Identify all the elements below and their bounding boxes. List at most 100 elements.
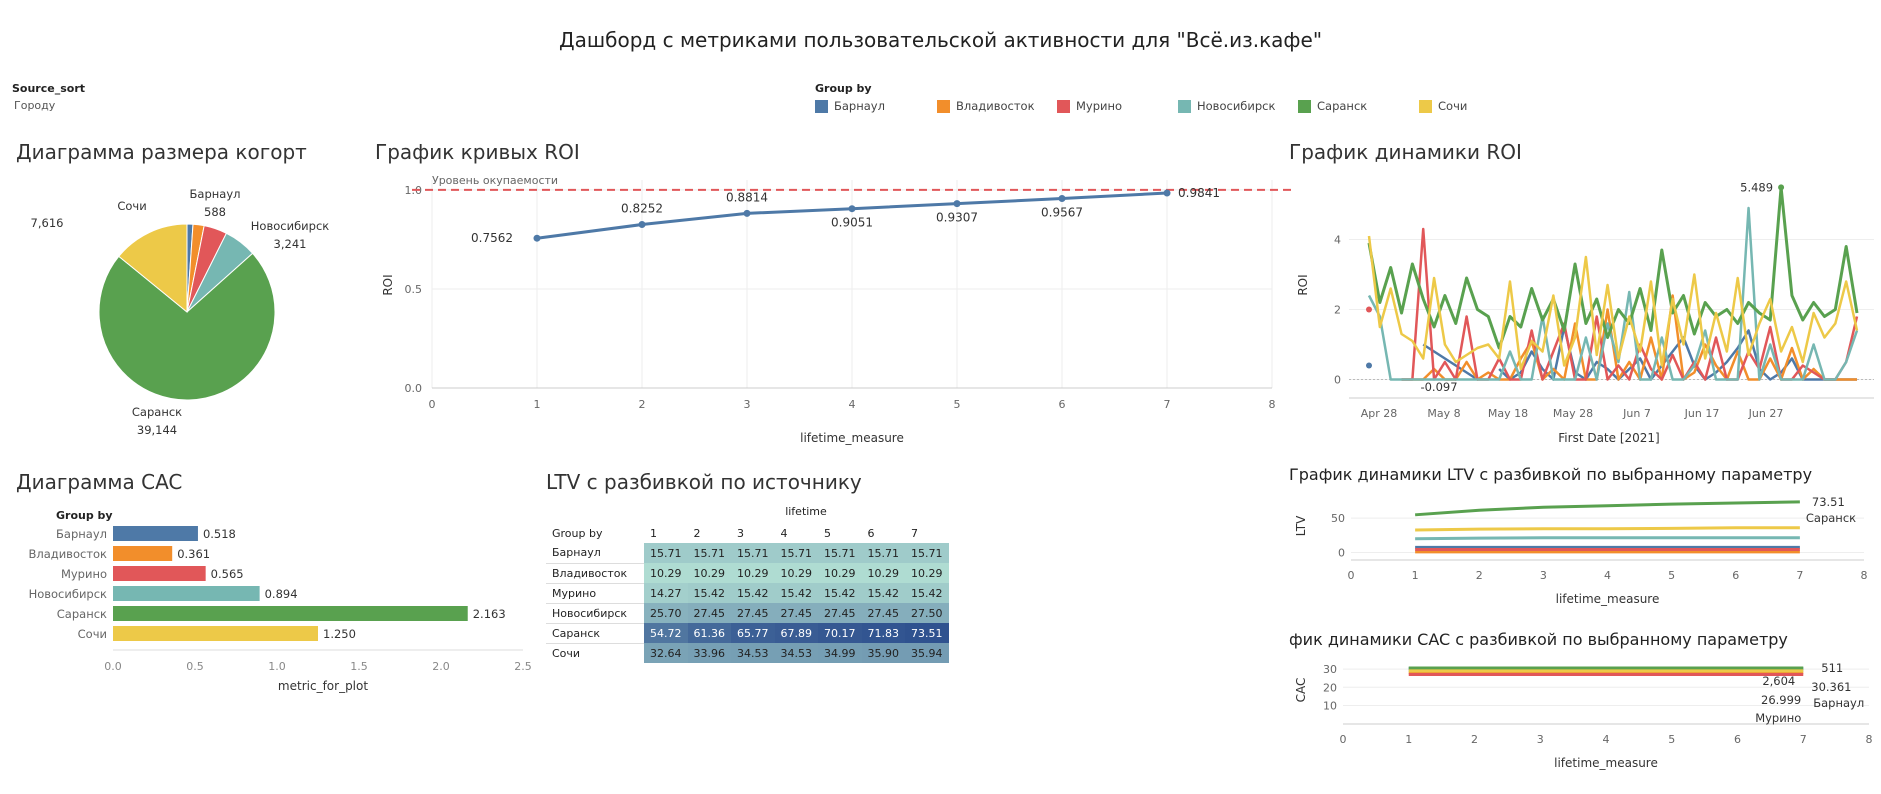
ltv-dyn-x-label: lifetime_measure bbox=[1556, 592, 1660, 606]
ltv-dyn-series-line bbox=[1415, 500, 1800, 517]
cac-legend-title: Group by bbox=[56, 509, 113, 522]
ltv-table-cell: 27.45 bbox=[818, 603, 862, 623]
ltv-table-cell: 67.89 bbox=[774, 623, 818, 643]
legend-item-saransk[interactable]: Саранск bbox=[1298, 99, 1367, 113]
cac-bar bbox=[113, 626, 318, 641]
roi-point-label: 0.8814 bbox=[726, 190, 768, 204]
cac-category-label: Барнаул bbox=[56, 527, 107, 541]
cac-bar-label: 0.894 bbox=[265, 587, 298, 601]
cac-dyn-y-label: CAC bbox=[1294, 678, 1308, 703]
legend-swatch bbox=[1298, 99, 1311, 113]
roi-dyn-x-tick: Jun 17 bbox=[1684, 407, 1720, 420]
legend-item-barnaul[interactable]: Барнаул bbox=[815, 99, 885, 113]
pie-label-value: 588 bbox=[204, 205, 226, 219]
cac-bar bbox=[113, 586, 260, 601]
cac-x-tick: 0.5 bbox=[186, 660, 204, 673]
legend-swatch bbox=[1419, 99, 1432, 113]
ltv-table-cell: 27.45 bbox=[861, 603, 905, 623]
ltv-dynamics-title: График динамики LTV с разбивкой по выбра… bbox=[1289, 465, 1813, 484]
ltv-table-cell: 27.45 bbox=[774, 603, 818, 623]
roi-x-tick: 6 bbox=[1059, 398, 1066, 411]
legend-item-sochi[interactable]: Сочи bbox=[1419, 99, 1467, 113]
ltv-table-cell: 15.42 bbox=[905, 583, 949, 603]
roi-dyn-y-tick: 2 bbox=[1334, 304, 1341, 317]
ltv-table-cell: 35.94 bbox=[905, 643, 949, 663]
ltv-dyn-x-tick: 7 bbox=[1796, 569, 1803, 582]
pie-label-category: Барнаул bbox=[190, 187, 241, 201]
cac-x-tick: 1.5 bbox=[350, 660, 368, 673]
legend-item-novosibirsk[interactable]: Новосибирск bbox=[1178, 99, 1275, 113]
pie-title: Диаграмма размера когорт bbox=[16, 140, 307, 164]
ltv-table-cell: 10.29 bbox=[861, 563, 905, 583]
ltv-dyn-y-label: LTV bbox=[1294, 515, 1308, 536]
legend-item-label: Владивосток bbox=[956, 99, 1035, 113]
ltv-table-cell: 15.71 bbox=[687, 543, 731, 563]
ltv-dyn-series-line bbox=[1415, 536, 1800, 541]
cac-dyn-x-tick: 4 bbox=[1603, 733, 1610, 746]
roi-point-label: 0.9307 bbox=[936, 211, 978, 225]
legend-item-murino[interactable]: Мурино bbox=[1057, 99, 1122, 113]
legend-swatch bbox=[1178, 99, 1191, 113]
cac-bar bbox=[113, 546, 173, 561]
roi-x-tick: 3 bbox=[744, 398, 751, 411]
cac-dynamics-title: фик динамики CAC с разбивкой по выбранно… bbox=[1289, 630, 1788, 649]
roi-dyn-series-line bbox=[1367, 235, 1859, 371]
table-row: Саранск 54.72 61.36 65.77 67.89 70.17 71.83 73.… bbox=[546, 623, 949, 644]
roi-point-label: 0.7562 bbox=[471, 231, 513, 245]
ltv-table-row-label: Владивосток bbox=[546, 563, 644, 584]
legend-item-label: Мурино bbox=[1076, 99, 1123, 113]
roi-point bbox=[1058, 194, 1066, 202]
cac-category-label: Сочи bbox=[78, 627, 107, 641]
roi-dyn-series-line bbox=[1367, 206, 1859, 381]
ltv-table-column-header: 1 bbox=[650, 526, 657, 540]
cac-dyn-end-label: 30.361 bbox=[1811, 680, 1851, 694]
cac-dyn-end-label: 511 bbox=[1821, 661, 1843, 675]
ltv-table-cell: 10.29 bbox=[731, 563, 775, 583]
legend-item-label: Барнаул bbox=[834, 99, 885, 113]
roi-dyn-x-tick: May 28 bbox=[1553, 407, 1593, 420]
roi-dyn-annotation: -0.097 bbox=[1420, 380, 1457, 394]
roi-dyn-x-tick: Apr 28 bbox=[1361, 407, 1398, 420]
ltv-table-header-row: Group by 1 2 3 4 5 6 7 bbox=[546, 523, 949, 543]
ltv-table-cell: 15.42 bbox=[818, 583, 862, 603]
legend-item-vladivostok[interactable]: Владивосток bbox=[937, 99, 1035, 113]
ltv-dyn-end-label: Саранск bbox=[1806, 511, 1856, 525]
cac-dyn-y-tick: 10 bbox=[1323, 699, 1337, 712]
ltv-table-column-header: 7 bbox=[911, 526, 918, 540]
cac-bar bbox=[113, 566, 206, 581]
roi-dyn-point bbox=[1366, 306, 1372, 313]
table-row: Мурино 14.27 15.42 15.42 15.42 15.42 15.42 15.4… bbox=[546, 583, 949, 604]
ltv-dyn-x-tick: 8 bbox=[1861, 569, 1868, 582]
cac-dyn-x-label: lifetime_measure bbox=[1554, 756, 1658, 770]
filter-value[interactable]: Городу bbox=[14, 99, 56, 112]
cac-x-tick: 2.0 bbox=[432, 660, 450, 673]
cac-x-tick: 1.0 bbox=[268, 660, 286, 673]
cac-x-label: metric_for_plot bbox=[278, 679, 368, 693]
ltv-table-cell: 35.90 bbox=[861, 643, 905, 663]
ltv-dyn-x-tick: 3 bbox=[1540, 569, 1547, 582]
ltv-dyn-x-tick: 0 bbox=[1348, 569, 1355, 582]
ltv-table-row-label: Новосибирск bbox=[546, 603, 644, 624]
cac-dyn-y-tick: 20 bbox=[1323, 681, 1337, 694]
roi-curve-chart: 0 1 2 3 4 5 6 7 80.00.51.0lifetime_measureROIУро… bbox=[381, 174, 1292, 445]
cac-dynamics-chart: 10 20 30 0 1 2 3 4 5 6 7 8 lifetime_measure CAC 511 30.… bbox=[1294, 661, 1873, 770]
ltv-table-row-label: Барнаул bbox=[546, 543, 644, 564]
roi-title: График кривых ROI bbox=[375, 140, 580, 164]
roi-dyn-y-tick: 0 bbox=[1334, 374, 1341, 387]
ltv-table-row-label: Саранск bbox=[546, 623, 644, 644]
roi-point bbox=[1163, 189, 1171, 197]
ltv-table-cell: 15.42 bbox=[774, 583, 818, 603]
table-row: Владивосток 10.29 10.29 10.29 10.29 10.29 10.2… bbox=[546, 563, 949, 584]
cac-dyn-end-label: 26.999 bbox=[1761, 693, 1801, 707]
roi-dyn-y-label: ROI bbox=[1296, 274, 1310, 295]
cac-dyn-x-tick: 2 bbox=[1471, 733, 1478, 746]
cac-bar-label: 1.250 bbox=[323, 627, 356, 641]
table-row: Сочи 32.64 33.96 34.53 34.53 34.99 35.90 35.94 bbox=[546, 643, 949, 663]
roi-x-tick: 0 bbox=[429, 398, 436, 411]
ltv-table-cell: 15.71 bbox=[774, 543, 818, 563]
group-legend: Group by Барнаул Владивосток Мурино Ново… bbox=[815, 82, 1535, 118]
ltv-table-cell: 70.17 bbox=[818, 623, 862, 643]
cac-dyn-end-label: Мурино bbox=[1755, 711, 1801, 725]
pie-label-value: 39,144 bbox=[137, 423, 177, 437]
